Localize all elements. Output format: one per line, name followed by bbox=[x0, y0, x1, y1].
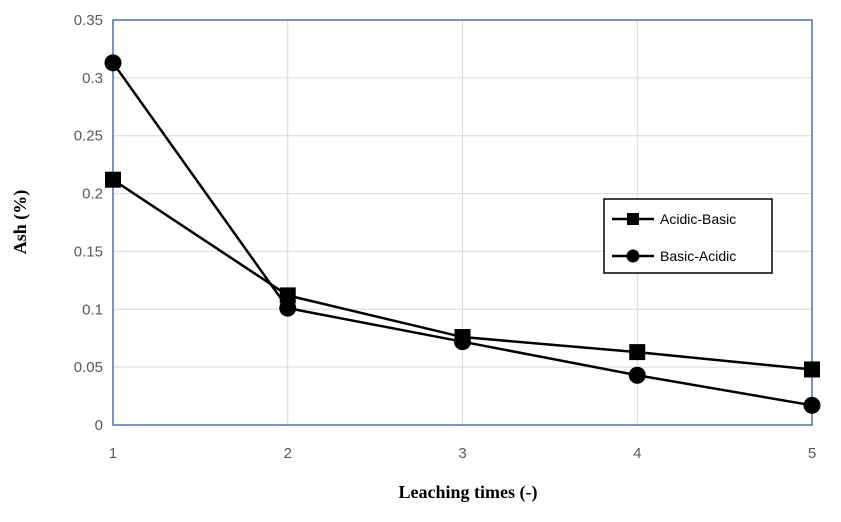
y-tick-label: 0 bbox=[95, 417, 103, 434]
data-point-basic-acidic bbox=[104, 54, 122, 72]
legend: Acidic-Basic Basic-Acidic bbox=[603, 198, 773, 274]
plot-frame bbox=[112, 19, 813, 426]
y-tick-label: 0.05 bbox=[74, 359, 103, 376]
series bbox=[104, 54, 821, 414]
legend-circle-marker bbox=[626, 249, 640, 263]
data-point-basic-acidic bbox=[279, 299, 297, 317]
y-tick-label: 0.25 bbox=[74, 128, 103, 145]
data-point-acidic-basic bbox=[105, 171, 121, 188]
data-point-basic-acidic bbox=[803, 396, 821, 414]
data-point-acidic-basic bbox=[629, 344, 646, 361]
legend-square-marker bbox=[627, 213, 639, 225]
data-point-acidic-basic bbox=[804, 361, 820, 378]
data-point-basic-acidic bbox=[628, 366, 646, 384]
data-point-basic-acidic bbox=[454, 333, 471, 351]
x-tick-label: 2 bbox=[284, 445, 292, 462]
x-axis-ticks: 1 2 3 4 5 bbox=[109, 445, 816, 462]
y-tick-label: 0.15 bbox=[74, 243, 103, 260]
y-axis-label: Ash (%) bbox=[10, 190, 31, 255]
y-tick-label: 0.2 bbox=[82, 186, 103, 203]
y-tick-label: 0.3 bbox=[82, 70, 103, 87]
data-point-acidic-basic bbox=[279, 287, 296, 304]
x-tick-label: 3 bbox=[458, 445, 466, 462]
y-tick-label: 0.35 bbox=[74, 12, 103, 29]
x-axis-label: Leaching times (-) bbox=[399, 482, 538, 503]
x-tick-label: 5 bbox=[808, 445, 816, 462]
legend-label-basic-acidic: Basic-Acidic bbox=[660, 248, 736, 264]
x-tick-label: 4 bbox=[633, 445, 641, 462]
y-tick-label: 0.1 bbox=[82, 301, 103, 318]
y-axis-ticks: 0 0.05 0.1 0.15 0.2 0.25 0.3 0.35 bbox=[74, 12, 103, 434]
x-tick-label: 1 bbox=[109, 445, 117, 462]
legend-label-acidic-basic: Acidic-Basic bbox=[660, 211, 736, 227]
